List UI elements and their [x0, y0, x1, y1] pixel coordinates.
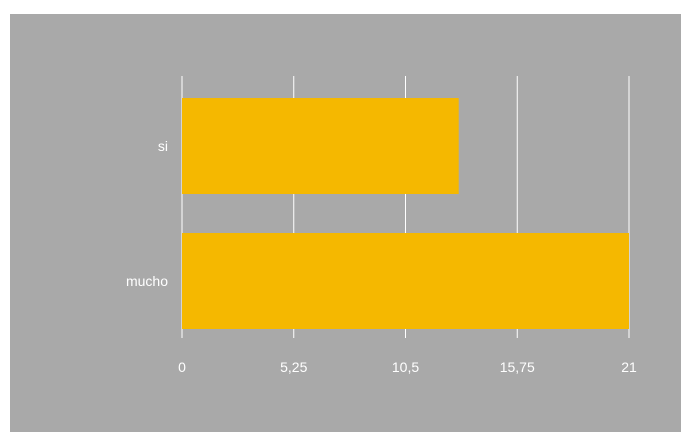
x-tick-label: 10,5: [392, 359, 419, 375]
x-tick-labels: 0 5,25 10,5 15,75 21: [178, 359, 637, 375]
category-labels: si mucho: [126, 138, 168, 289]
bars: [182, 98, 629, 329]
bar-mucho: [182, 233, 629, 329]
chart-background: [10, 14, 681, 432]
category-label-mucho: mucho: [126, 273, 168, 289]
x-tick-label: 21: [621, 359, 637, 375]
x-tick-label: 15,75: [500, 359, 535, 375]
x-tick-label: 0: [178, 359, 186, 375]
x-tick-label: 5,25: [280, 359, 307, 375]
category-label-si: si: [158, 138, 168, 154]
bar-si: [182, 98, 459, 194]
